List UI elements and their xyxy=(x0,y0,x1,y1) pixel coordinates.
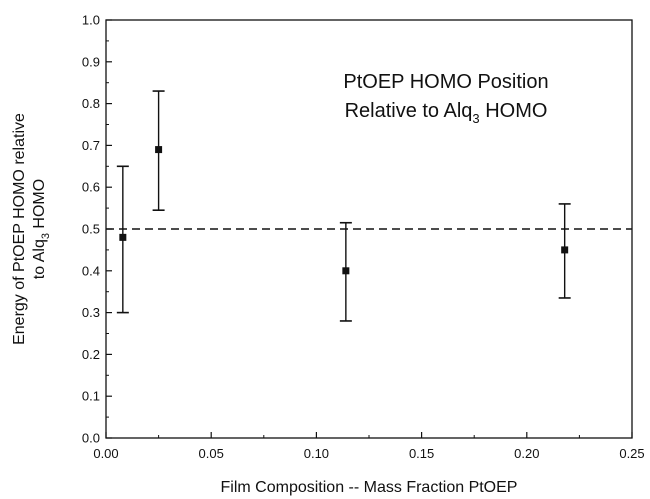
annotation-line2-sub: 3 xyxy=(472,111,479,126)
y-tick-label: 1.0 xyxy=(82,13,100,28)
y-tick-label: 0.8 xyxy=(82,96,100,111)
annotation-line2: Relative to Alq3 HOMO xyxy=(345,100,548,126)
y-tick-label: 0.9 xyxy=(82,54,100,69)
y-tick-label: 0.3 xyxy=(82,305,100,320)
x-tick-label: 0.10 xyxy=(304,446,329,461)
y-axis-ticks: 0.0 0.1 0.2 0.3 0.4 0.5 0.6 0.7 0.8 0.9 1.0 xyxy=(82,13,112,446)
y-axis-label-line2: to Alq3 HOMO xyxy=(31,179,52,279)
y-tick-label: 0.5 xyxy=(82,222,100,237)
y-tick-label: 0.6 xyxy=(82,180,100,195)
y-axis-label-line2-prefix: to Alq xyxy=(31,239,48,279)
x-tick-label: 0.05 xyxy=(199,446,224,461)
x-axis-ticks: 0.00 0.05 0.10 0.15 0.20 0.25 xyxy=(93,432,645,461)
data-point-marker xyxy=(342,267,350,275)
y-axis-label-line2-suffix: HOMO xyxy=(31,179,48,233)
y-tick-label: 0.2 xyxy=(82,347,100,362)
x-tick-label: 0.00 xyxy=(93,446,118,461)
annotation-line1: PtOEP HOMO Position xyxy=(343,71,548,93)
y-tick-label: 0.7 xyxy=(82,138,100,153)
y-tick-label: 0.0 xyxy=(82,431,100,446)
data-points xyxy=(116,90,571,322)
y-axis-label-line2-sub: 3 xyxy=(40,233,52,239)
data-point-marker xyxy=(119,233,127,241)
x-axis-label: Film Composition -- Mass Fraction PtOEP xyxy=(221,479,518,496)
y-tick-label: 0.1 xyxy=(82,389,100,404)
x-tick-label: 0.15 xyxy=(409,446,434,461)
y-tick-label: 0.4 xyxy=(82,263,100,278)
x-tick-label: 0.25 xyxy=(619,446,644,461)
annotation-line2-prefix: Relative to Alq xyxy=(345,100,473,122)
x-tick-label: 0.20 xyxy=(514,446,539,461)
data-point-marker xyxy=(561,246,569,254)
annotation-line2-suffix: HOMO xyxy=(480,100,548,122)
y-axis-label-line1: Energy of PtOEP HOMO relative xyxy=(11,113,28,345)
data-point-marker xyxy=(155,146,163,154)
